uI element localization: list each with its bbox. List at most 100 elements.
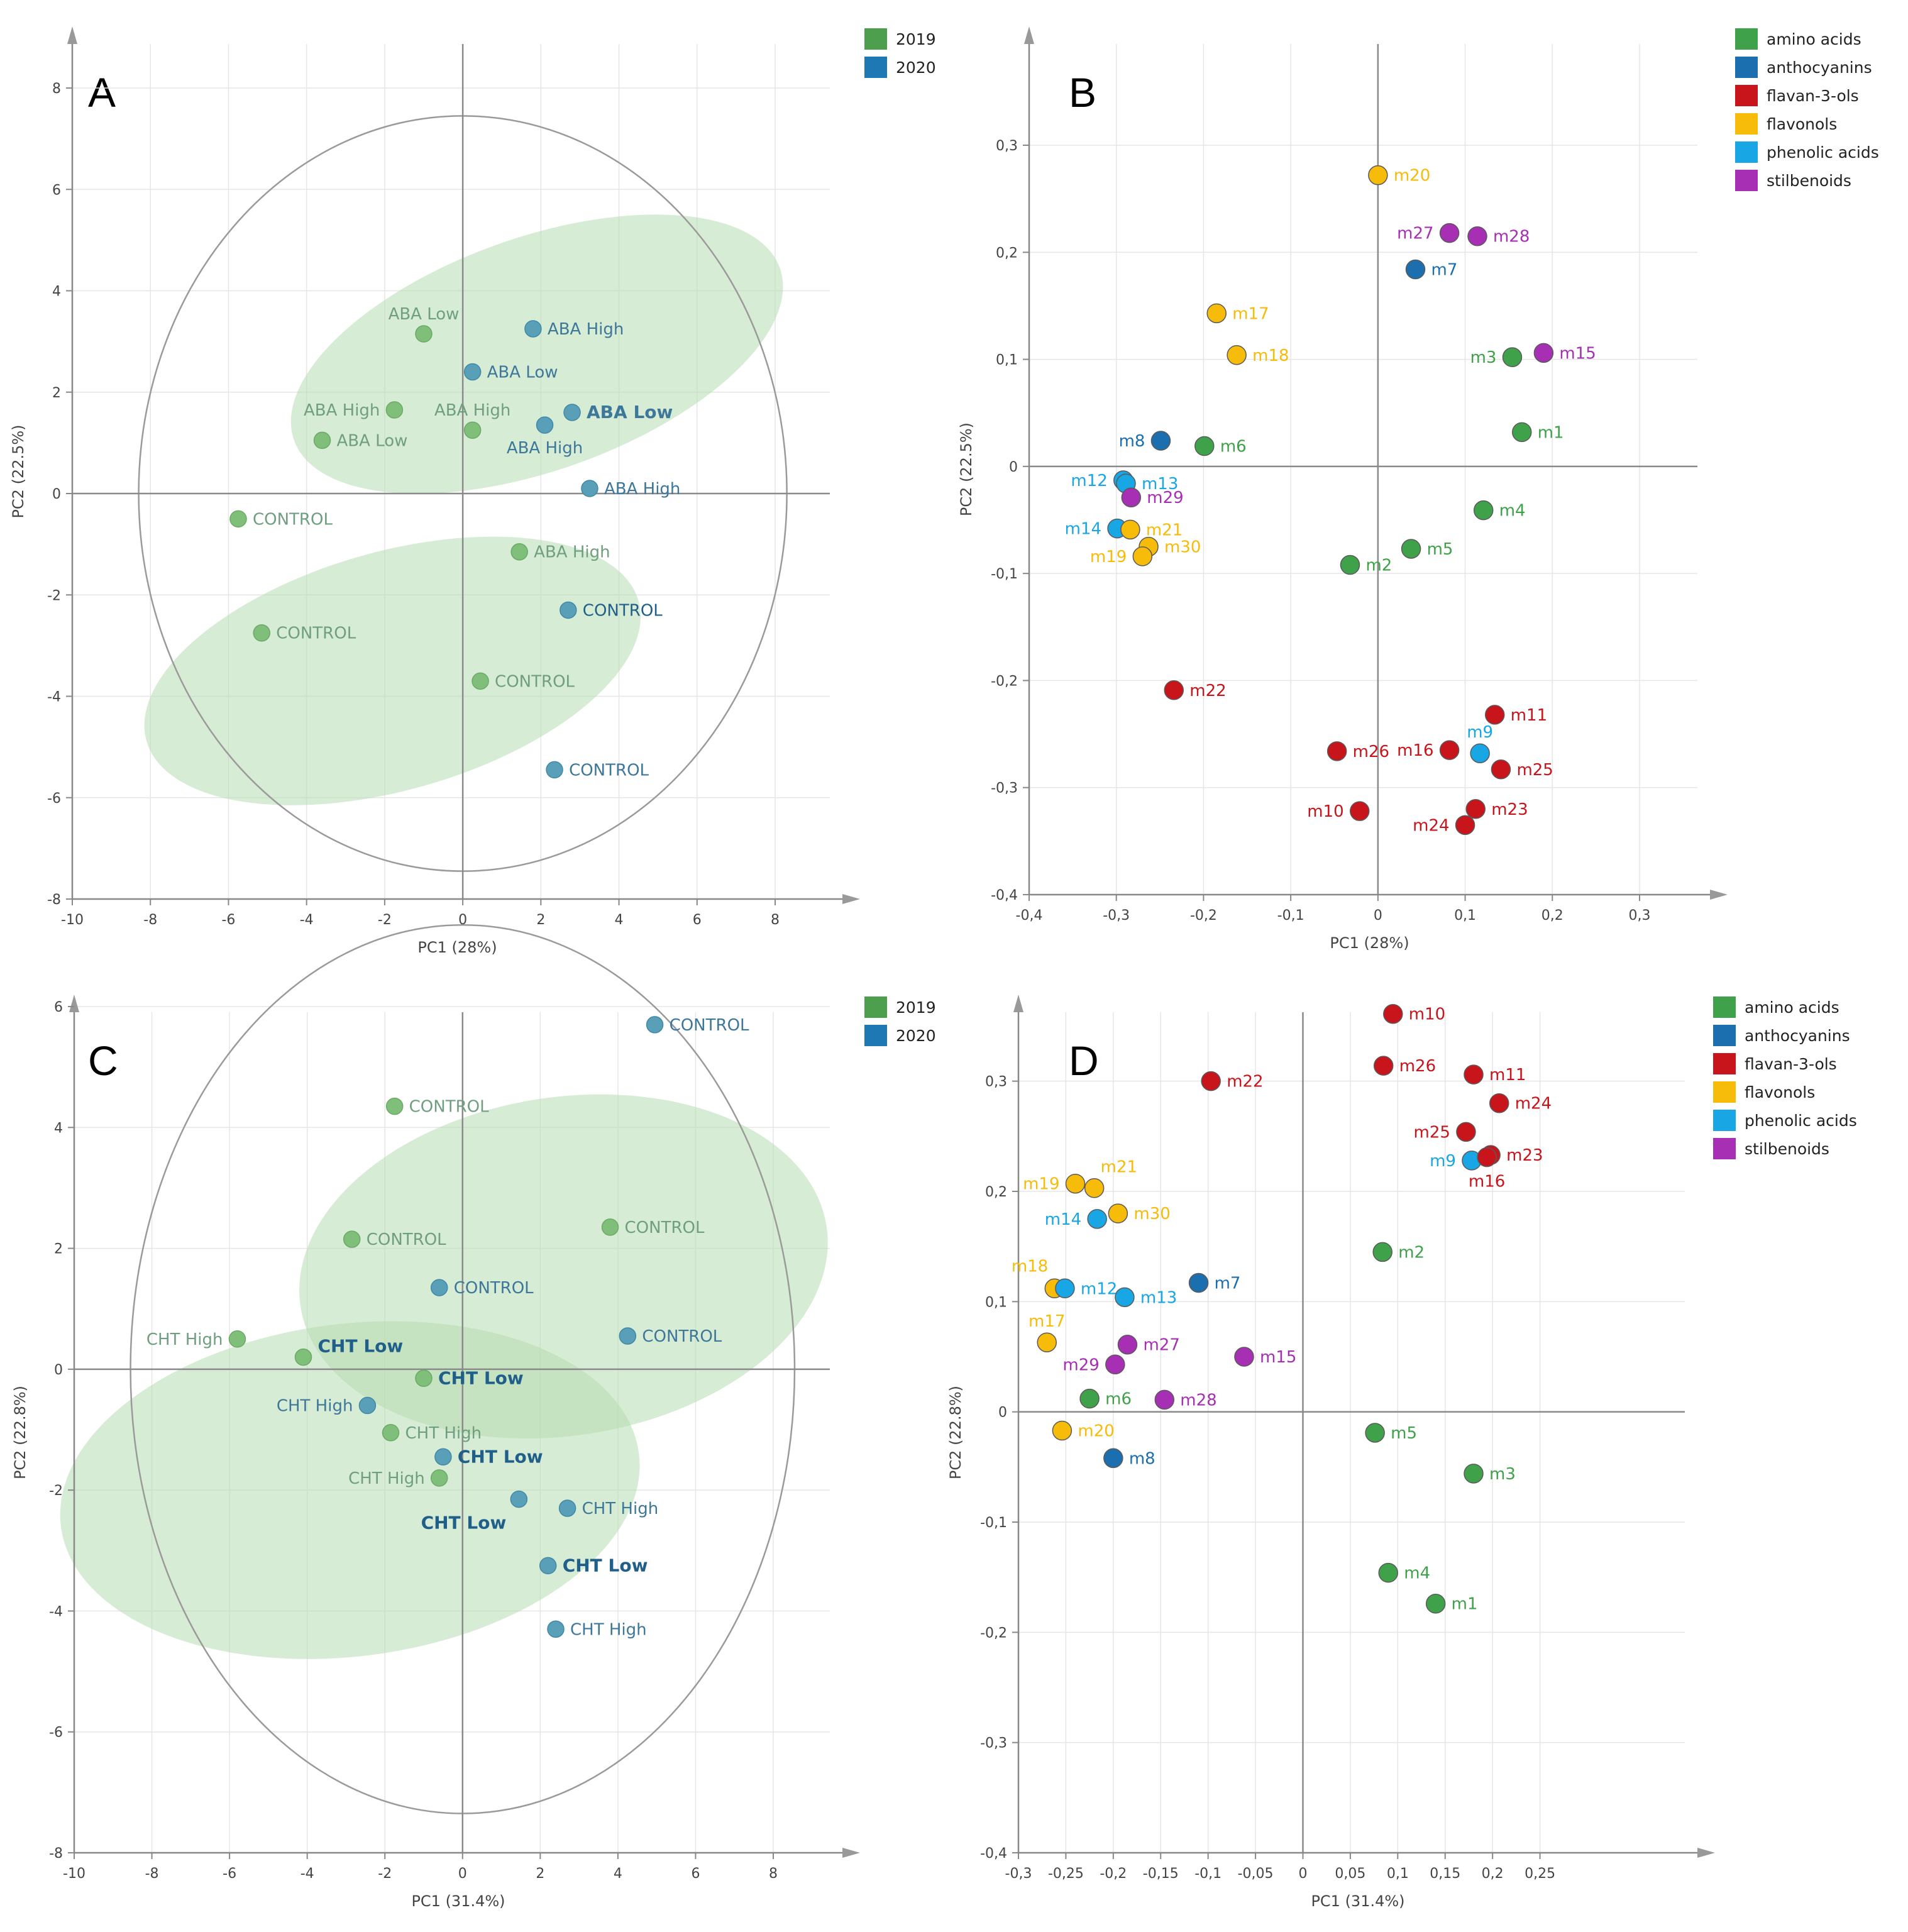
point-m5 [1365,1423,1385,1443]
y-tick-label: 0 [998,1405,1007,1421]
point-m6 [1079,1388,1100,1409]
group-ellipse-1 [290,214,783,494]
y-tick-label: 0,1 [985,1294,1007,1310]
y-tick-label: 6 [54,1000,63,1015]
point-label-control: CONTROL [642,1327,722,1346]
x-axis-arrow-icon [1710,890,1728,900]
point-m16 [1477,1147,1497,1167]
point-label-m15: m15 [1559,344,1596,363]
x-tick-label: -0,25 [1048,1866,1084,1882]
point-m27 [1439,223,1460,243]
legend-label-2020: 2020 [896,58,936,77]
legend-swatch-phenolic-acids [1735,141,1758,163]
point-label-m21: m21 [1146,521,1183,539]
point-cht-low [415,1369,433,1388]
point-m22 [1201,1071,1221,1091]
point-aba-low [563,404,581,421]
x-axis-label: PC1 (31.4%) [411,1892,505,1910]
x-tick-label: -4 [301,1866,314,1882]
point-label-m9: m9 [1430,1152,1456,1171]
x-tick-label: 6 [693,912,702,928]
point-m16 [1439,740,1460,760]
point-m24 [1489,1093,1509,1113]
y-tick-label: 0 [1009,460,1018,475]
point-control [619,1327,637,1345]
point-label-m7: m7 [1431,261,1458,280]
legend-swatch-2019 [864,996,887,1018]
y-tick-label: 4 [52,284,61,300]
point-m3 [1464,1464,1484,1484]
y-tick-label: 0,3 [985,1074,1007,1090]
point-label-cht-low: CHT Low [421,1513,507,1533]
y-tick-label: -2 [49,1483,63,1499]
point-label-m25: m25 [1516,761,1553,780]
point-m21 [1120,519,1140,540]
point-control [471,672,489,690]
point-m27 [1117,1334,1138,1355]
point-m29 [1121,487,1142,507]
y-tick-label: -0,3 [991,781,1018,797]
point-label-control: CONTROL [625,1218,705,1237]
legend-swatch-flavan-3-ols [1713,1053,1736,1074]
legend-label-anthocyanins: anthocyanins [1745,1027,1850,1045]
y-tick-label: -8 [49,1846,63,1862]
point-label-m27: m27 [1143,1336,1179,1355]
x-tick-label: 2 [536,912,545,928]
point-m11 [1464,1064,1484,1085]
point-label-cht-high: CHT High [277,1397,353,1416]
legend-label-stilbenoids: stilbenoids [1767,172,1851,190]
point-label-m20: m20 [1078,1421,1114,1440]
legend-swatch-phenolic-acids [1713,1110,1736,1131]
point-m18 [1227,345,1247,365]
point-control [546,761,563,779]
point-aba-low [415,325,433,343]
point-m24 [1455,815,1475,836]
y-tick-label: -6 [49,1725,63,1741]
y-tick-label: 0 [52,487,61,502]
point-m1 [1511,422,1532,443]
legend-swatch-amino-acids [1713,996,1736,1018]
point-label-m15: m15 [1260,1348,1296,1367]
point-label-m4: m4 [1404,1564,1430,1583]
legend: amino acids anthocyanins flavan-3-ols flavo… [1713,996,1857,1159]
point-label-m7: m7 [1215,1274,1241,1293]
x-tick-label: -6 [223,1866,236,1882]
x-tick-label: -0,2 [1190,908,1217,924]
y-axis-label: PC2 (22.5%) [9,424,27,518]
point-m30 [1108,1203,1128,1223]
y-axis-arrow-icon [67,26,77,44]
legend-swatch-flavonols [1735,113,1758,135]
point-aba-high [385,401,404,419]
legend-label-flavonols: flavonols [1767,115,1837,133]
point-label-control: CONTROL [409,1098,489,1117]
x-tick-label: 0,1 [1454,908,1476,924]
point-cht-low [510,1490,528,1508]
point-label-cht-high: CHT High [405,1424,482,1443]
point-label-m24: m24 [1515,1095,1552,1113]
point-label-aba-low: ABA Low [389,305,460,324]
point-label-m8: m8 [1129,1449,1155,1468]
point-m21 [1084,1178,1105,1198]
point-label-m3: m3 [1470,348,1497,367]
point-cht-high [430,1469,448,1487]
y-tick-label: -0,1 [991,566,1018,582]
point-label-m22: m22 [1227,1073,1263,1091]
point-label-aba-high: ABA High [604,480,680,499]
point-cht-low [434,1448,452,1466]
y-axis-arrow-icon [1024,26,1034,44]
point-aba-low [313,431,331,450]
point-m23 [1465,799,1486,819]
point-label-m20: m20 [1394,167,1430,185]
y-tick-label: -4 [49,1604,63,1620]
point-control [229,510,247,528]
legend-swatch-anthocyanins [1735,57,1758,78]
point-aba-high [510,543,528,561]
x-tick-label: -0,3 [1103,908,1130,924]
point-m26 [1326,741,1347,761]
point-label-m27: m27 [1397,224,1433,243]
point-label-aba-low: ABA Low [337,431,408,450]
point-m11 [1484,705,1505,725]
y-tick-label: -0,2 [991,673,1018,689]
x-axis-label: PC1 (28%) [417,939,497,956]
